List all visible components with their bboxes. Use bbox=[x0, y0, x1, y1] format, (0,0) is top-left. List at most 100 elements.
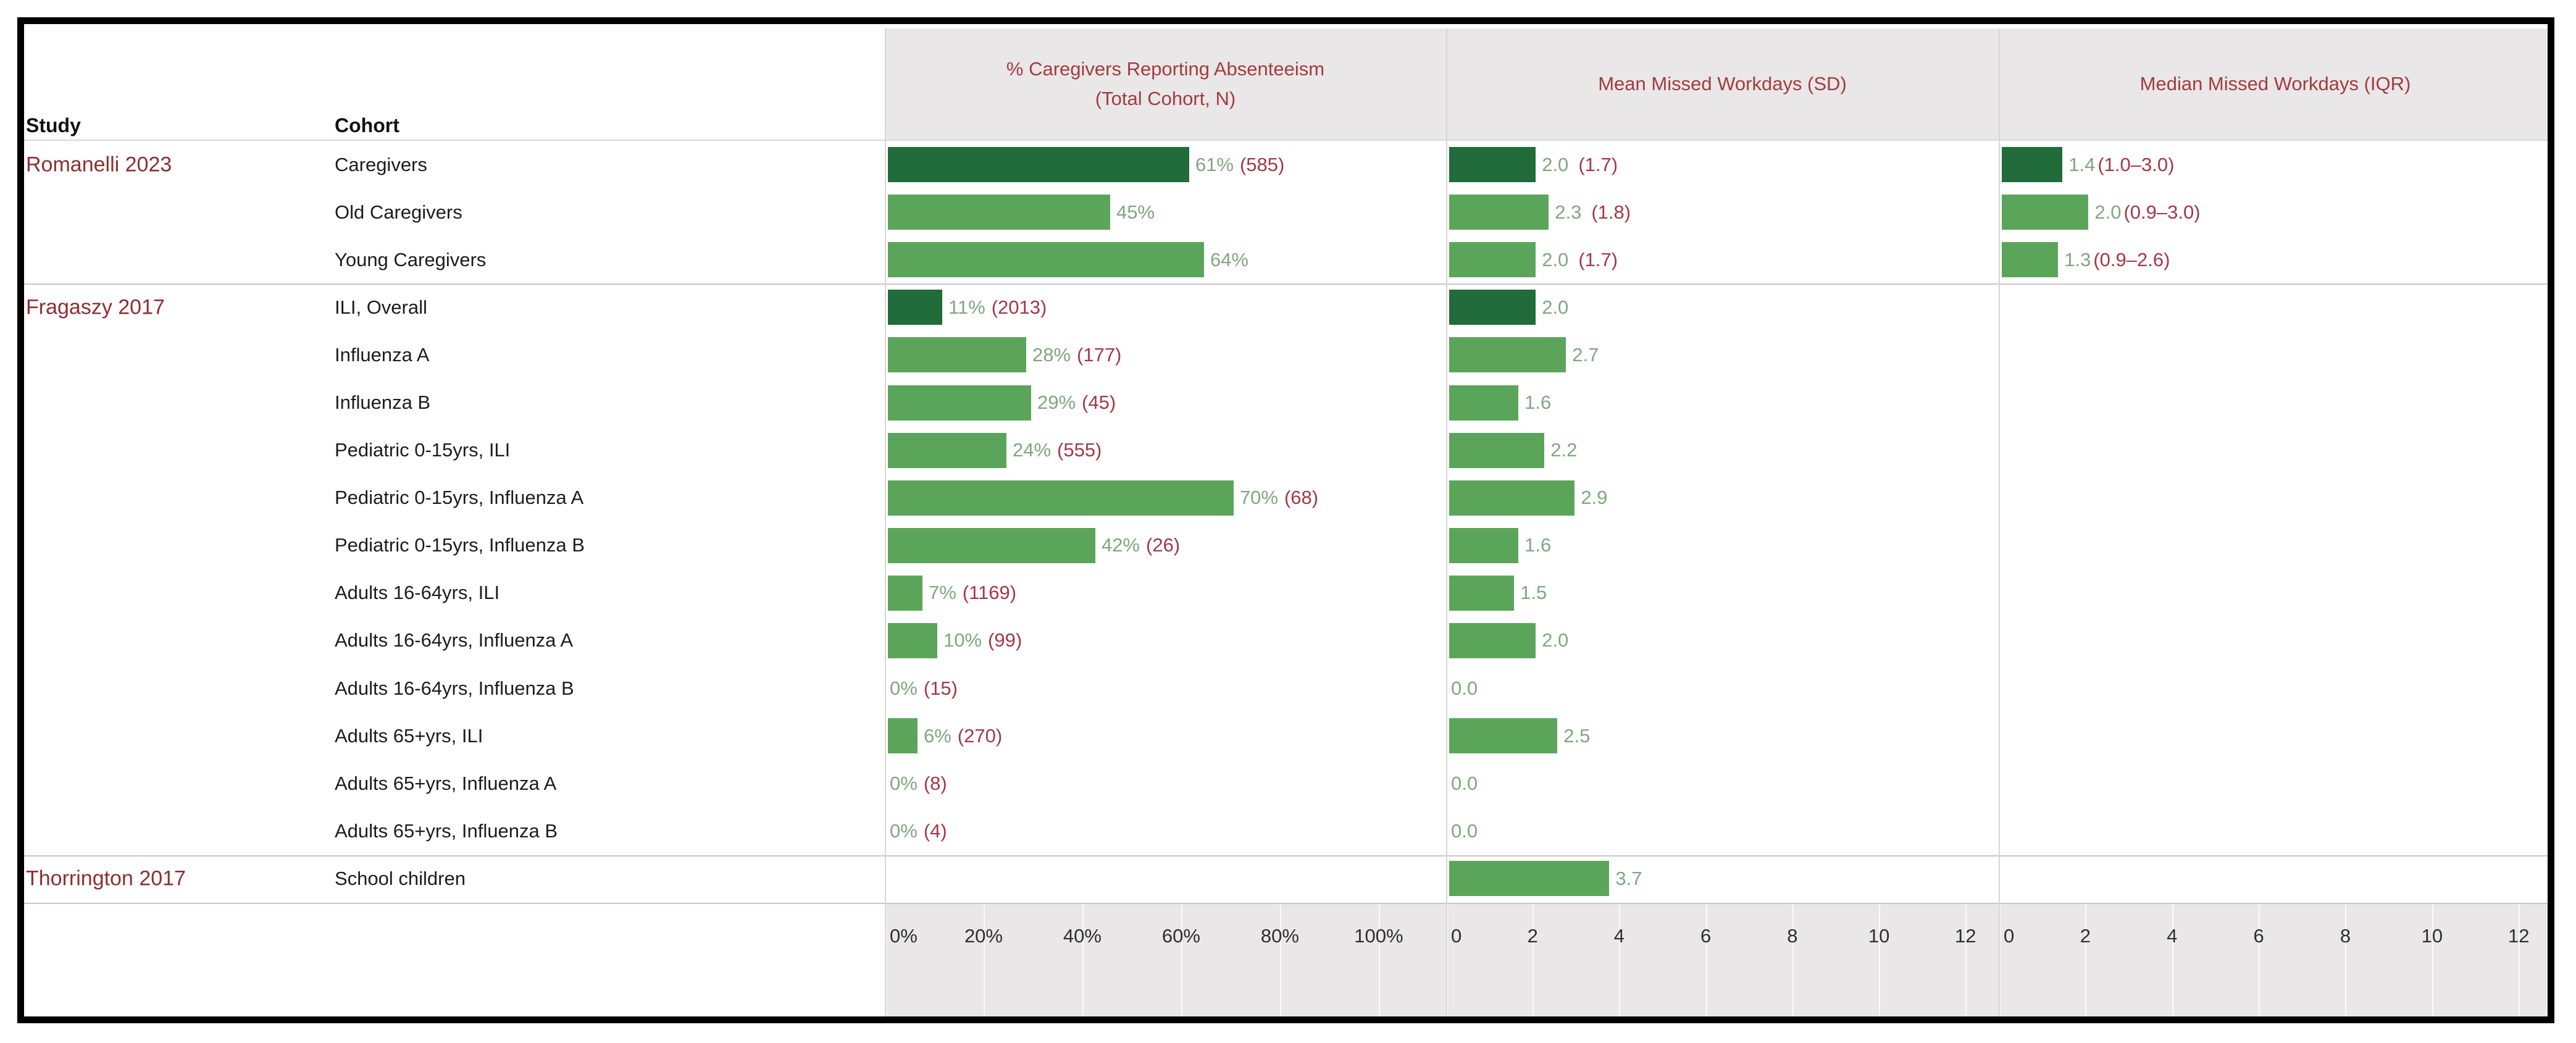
mean-workdays-bar[interactable] bbox=[1449, 147, 1536, 183]
cohort-label: Young Caregivers bbox=[335, 248, 487, 270]
mean-workdays-cell: 1.5 bbox=[1446, 569, 1999, 617]
axis-gridline bbox=[2345, 903, 2347, 1022]
axis-gridline bbox=[2172, 903, 2173, 1022]
mean-workdays-bar[interactable] bbox=[1449, 195, 1549, 230]
pct-absenteeism-cell: 6% (270) bbox=[885, 712, 1446, 760]
median-workdays-bar[interactable] bbox=[2002, 147, 2063, 183]
pct-absenteeism-bar[interactable] bbox=[888, 718, 918, 754]
pct-absenteeism-bar[interactable] bbox=[888, 575, 922, 611]
column-header-cohort: Cohort bbox=[335, 114, 399, 136]
table-row: Fragaszy 2017 ILI, Overall 11% (2013) 2.… bbox=[0, 283, 2576, 331]
separator-line bbox=[24, 855, 2553, 857]
mean-workdays-bar[interactable] bbox=[1449, 242, 1536, 278]
mean-workdays-bar[interactable] bbox=[1449, 575, 1515, 611]
pct-absenteeism-cell: 11% (2013) bbox=[885, 283, 1446, 331]
axis-gridline bbox=[1705, 903, 1707, 1022]
cohort-label: Pediatric 0-15yrs, Influenza B bbox=[335, 534, 585, 556]
pct-cohort-n-label: (68) bbox=[1284, 487, 1319, 509]
study-label: Thorrington 2017 bbox=[26, 866, 186, 890]
table-row: Influenza B 29% (45) 1.6 bbox=[0, 379, 2576, 426]
mean-workdays-bar[interactable] bbox=[1449, 337, 1566, 373]
axis-gridline bbox=[1999, 903, 2001, 1022]
median-value-label: 1.3 bbox=[2064, 248, 2091, 270]
mean-workdays-cell: 2.0 (1.7) bbox=[1446, 141, 1999, 188]
axis-tick-label: 100% bbox=[1354, 925, 1403, 947]
panel-title-median-workdays: Median Missed Workdays (IQR) bbox=[2139, 72, 2411, 94]
mean-workdays-bar[interactable] bbox=[1449, 290, 1536, 325]
axis-tick-label: 10 bbox=[1868, 925, 1890, 947]
axis-tick-label: 6 bbox=[2253, 925, 2264, 947]
mean-workdays-bar[interactable] bbox=[1449, 480, 1575, 516]
axis-mean-workdays: 0 2 4 6 8 10 12 bbox=[1446, 903, 1999, 1022]
mean-workdays-cell: 1.6 bbox=[1446, 379, 1999, 426]
pct-value-label: 64% bbox=[1210, 248, 1248, 270]
mean-workdays-bar[interactable] bbox=[1449, 622, 1536, 658]
pct-absenteeism-bar[interactable] bbox=[888, 242, 1204, 278]
pct-absenteeism-bar[interactable] bbox=[888, 337, 1026, 373]
table-row: Romanelli 2023 Caregivers 61% (585) 2.0 … bbox=[0, 141, 2576, 188]
pct-value-label: 61% bbox=[1195, 153, 1234, 175]
axis-gridline bbox=[2519, 903, 2520, 1022]
axis-tick-label: 12 bbox=[1955, 925, 1976, 947]
mean-workdays-bar[interactable] bbox=[1449, 718, 1558, 754]
median-workdays-bar[interactable] bbox=[2002, 242, 2059, 278]
pct-absenteeism-bar[interactable] bbox=[888, 195, 1110, 230]
median-workdays-cell: 2.0 (0.9–3.0) bbox=[1999, 188, 2552, 236]
pct-value-label: 29% bbox=[1037, 392, 1076, 414]
axis-gridline bbox=[1279, 903, 1281, 1022]
pct-absenteeism-bar[interactable] bbox=[888, 432, 1006, 468]
column-header-study: Study bbox=[26, 114, 81, 136]
median-workdays-cell bbox=[1999, 474, 2552, 522]
median-workdays-cell bbox=[1999, 760, 2552, 807]
panel-header-median-workdays: Median Missed Workdays (IQR) bbox=[1999, 28, 2552, 140]
median-workdays-cell: 1.4 (1.0–3.0) bbox=[1999, 141, 2552, 188]
median-value-label: 1.4 bbox=[2068, 153, 2096, 175]
table-row: Adults 16-64yrs, Influenza B 0% (15) 0.0 bbox=[0, 664, 2576, 712]
axis-tick-label: 8 bbox=[2340, 925, 2351, 947]
axis-gridline bbox=[2085, 903, 2087, 1022]
mean-workdays-bar[interactable] bbox=[1449, 527, 1519, 563]
pct-absenteeism-cell: 0% (15) bbox=[885, 664, 1446, 712]
pct-absenteeism-cell: 28% (177) bbox=[885, 331, 1446, 379]
pct-absenteeism-bar[interactable] bbox=[888, 527, 1095, 563]
mean-sd-label: (1.8) bbox=[1591, 201, 1631, 223]
pct-value-label: 10% bbox=[943, 629, 982, 651]
table-row: Adults 16-64yrs, Influenza A 10% (99) 2.… bbox=[0, 617, 2576, 664]
mean-sd-label: (1.7) bbox=[1578, 248, 1618, 270]
panel-divider bbox=[885, 28, 886, 1022]
study-label: Fragaszy 2017 bbox=[26, 295, 165, 319]
table-row: Adults 65+yrs, Influenza B 0% (4) 0.0 bbox=[0, 807, 2576, 855]
axis-tick-label: 12 bbox=[2507, 925, 2530, 947]
mean-value-label: 2.2 bbox=[1550, 439, 1578, 461]
separator-line bbox=[24, 140, 2553, 141]
pct-absenteeism-bar[interactable] bbox=[888, 622, 937, 658]
separator-line bbox=[24, 903, 2553, 904]
axis-tick-label: 4 bbox=[1613, 925, 1625, 947]
median-workdays-cell bbox=[1999, 283, 2552, 331]
pct-absenteeism-bar[interactable] bbox=[888, 147, 1189, 183]
panel-divider bbox=[1446, 28, 1447, 1022]
table-body: Romanelli 2023 Caregivers 61% (585) 2.0 … bbox=[0, 141, 2576, 903]
mean-workdays-cell: 0.0 bbox=[1446, 807, 1999, 855]
pct-absenteeism-bar[interactable] bbox=[888, 385, 1031, 421]
pct-cohort-n-label: (270) bbox=[957, 724, 1003, 747]
median-workdays-cell bbox=[1999, 427, 2552, 474]
mean-workdays-bar[interactable] bbox=[1449, 432, 1545, 468]
table-row: Thorrington 2017 School children 3.7 bbox=[0, 855, 2576, 902]
median-workdays-cell bbox=[1999, 569, 2552, 617]
axis-gridline bbox=[2259, 903, 2260, 1022]
panel-header-absenteeism: % Caregivers Reporting Absenteeism (Tota… bbox=[885, 28, 1446, 140]
mean-workdays-cell: 2.0 bbox=[1446, 617, 1999, 664]
cohort-label: Adults 16-64yrs, Influenza B bbox=[335, 677, 574, 699]
mean-workdays-bar[interactable] bbox=[1449, 385, 1519, 421]
median-workdays-cell bbox=[1999, 807, 2552, 855]
median-workdays-bar[interactable] bbox=[2002, 195, 2089, 230]
pct-absenteeism-bar[interactable] bbox=[888, 290, 942, 325]
pct-absenteeism-bar[interactable] bbox=[888, 480, 1234, 516]
cohort-label: School children bbox=[335, 867, 466, 889]
panel-title-mean-workdays: Mean Missed Workdays (SD) bbox=[1598, 72, 1847, 94]
mean-workdays-bar[interactable] bbox=[1449, 861, 1610, 897]
mean-value-label: 1.5 bbox=[1520, 582, 1547, 604]
table-row: Old Caregivers 45% 2.3 (1.8) 2.0 (0.9–3.… bbox=[0, 188, 2576, 236]
mean-value-label: 2.0 bbox=[1542, 248, 1569, 270]
